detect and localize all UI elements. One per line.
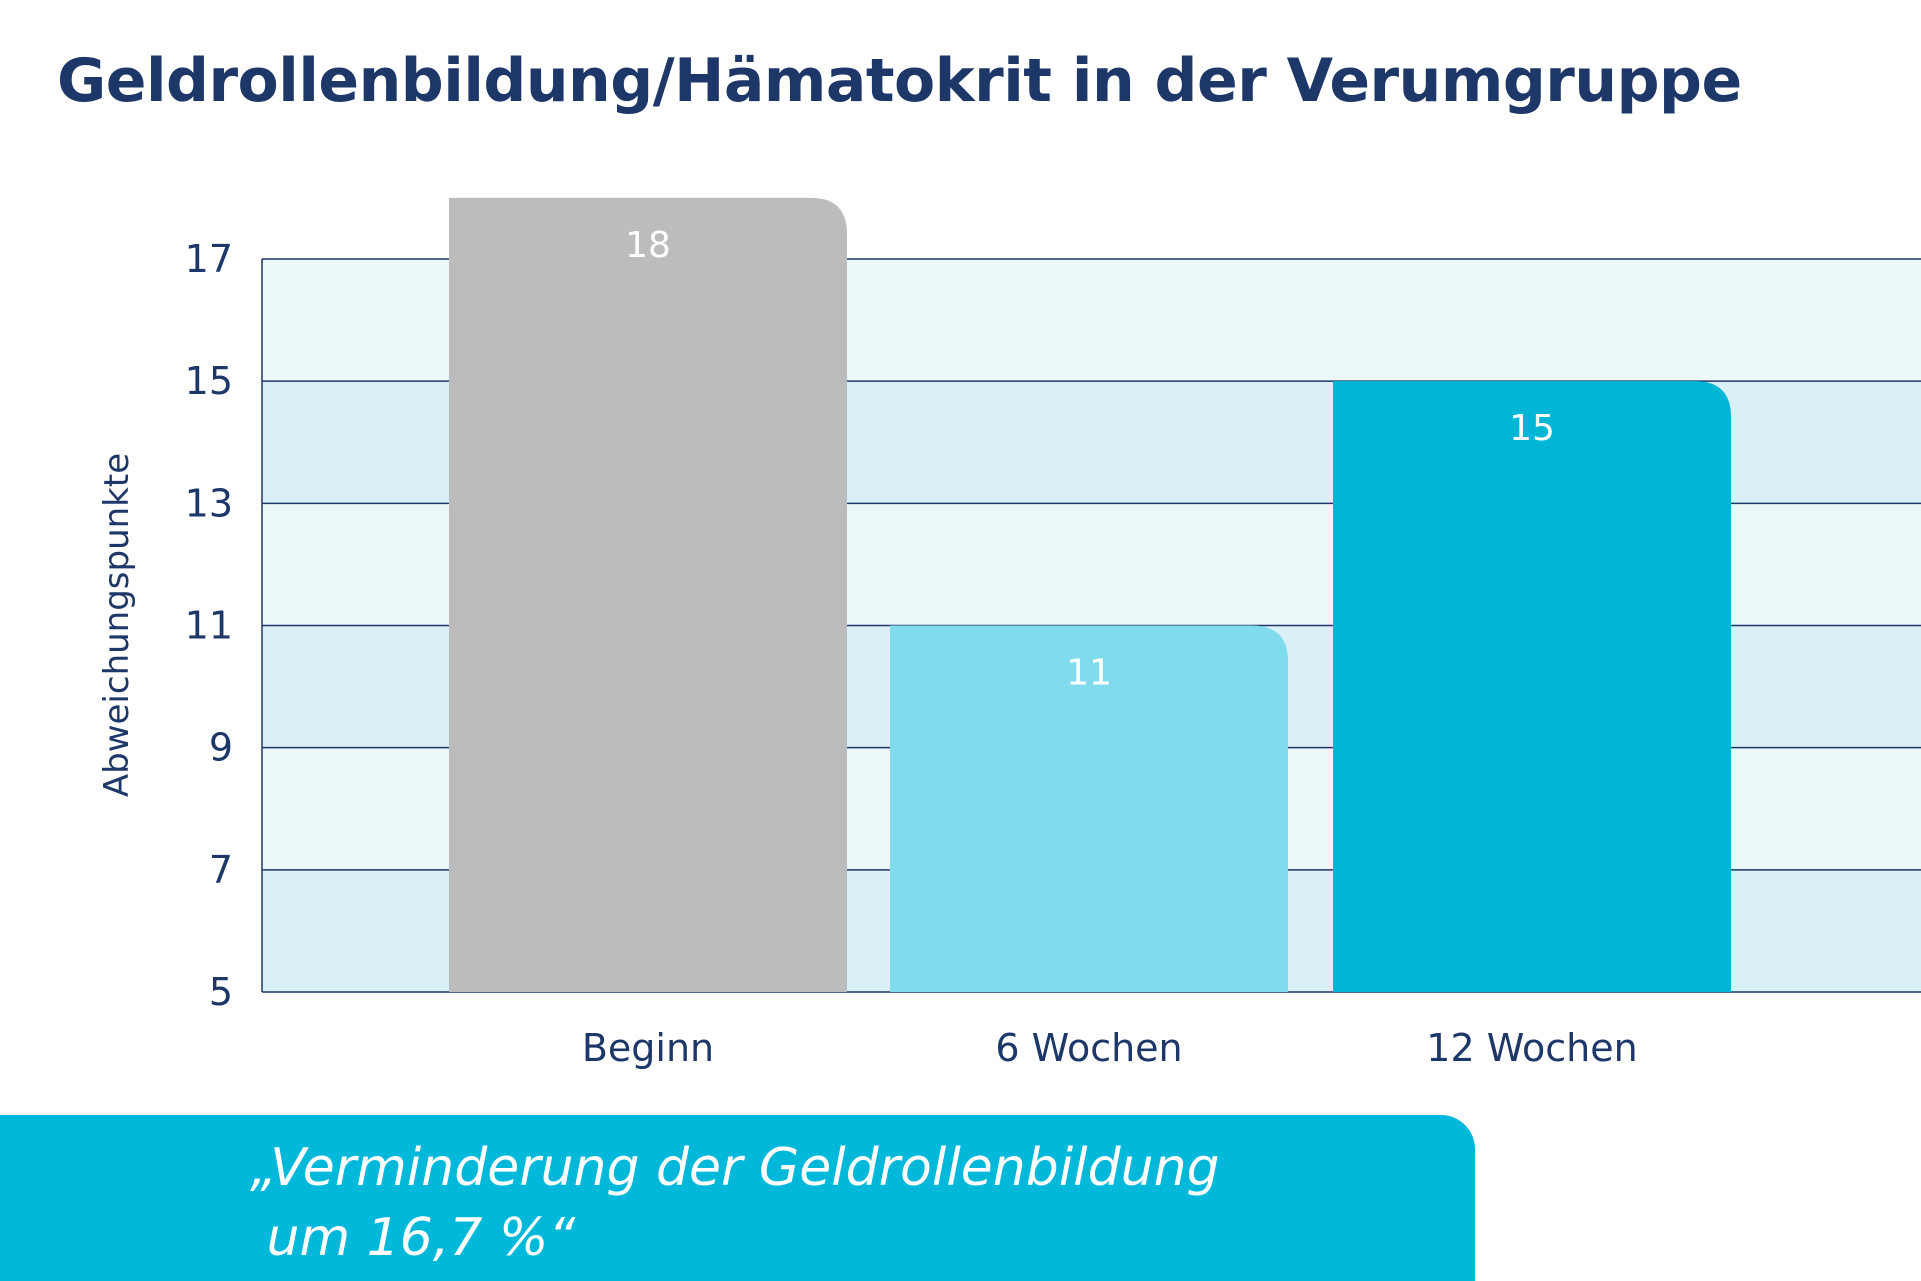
chart-bars xyxy=(449,197,1731,993)
bar-beginn xyxy=(449,197,847,992)
x-axis-ticks: Beginn 6 Wochen 12 Wochen xyxy=(582,1026,1638,1070)
y-tick-label: 11 xyxy=(185,604,233,648)
bar-value-label: 18 xyxy=(625,225,671,266)
y-tick-label: 9 xyxy=(209,726,233,770)
x-tick-label: 12 Wochen xyxy=(1426,1026,1637,1070)
bar-value-label: 11 xyxy=(1066,653,1112,694)
quote-banner: „Verminderung der Geldrollenbildung um 1… xyxy=(0,1115,1475,1281)
bar-12-wochen xyxy=(1333,381,1731,993)
y-tick-label: 5 xyxy=(209,970,233,1014)
x-tick-label: Beginn xyxy=(582,1026,714,1070)
y-tick-label: 15 xyxy=(185,359,233,403)
y-tick-label: 13 xyxy=(185,481,233,525)
x-tick-label: 6 Wochen xyxy=(995,1026,1182,1070)
y-axis-label: Abweichungspunkte xyxy=(97,453,137,797)
y-tick-label: 7 xyxy=(209,848,233,892)
page-title: Geldrollenbildung/Hämatokrit in der Veru… xyxy=(57,46,1742,116)
bar-chart: 18 11 15 5 7 9 11 13 15 17 Beginn 6 Wochen 12 Woch… xyxy=(97,197,1921,1070)
quote-text: „Verminderung der Geldrollenbildung um 1… xyxy=(250,1133,1220,1273)
bar-value-label: 15 xyxy=(1509,408,1555,449)
y-axis-ticks: 5 7 9 11 13 15 17 xyxy=(185,237,233,1014)
chart-value-labels: 18 11 15 xyxy=(625,225,1555,694)
quote-line-1: „Verminderung der Geldrollenbildung xyxy=(250,1138,1220,1198)
bar-6-wochen xyxy=(890,625,1288,992)
quote-line-2: um 16,7 %“ xyxy=(250,1208,576,1268)
y-tick-label: 17 xyxy=(185,237,233,281)
